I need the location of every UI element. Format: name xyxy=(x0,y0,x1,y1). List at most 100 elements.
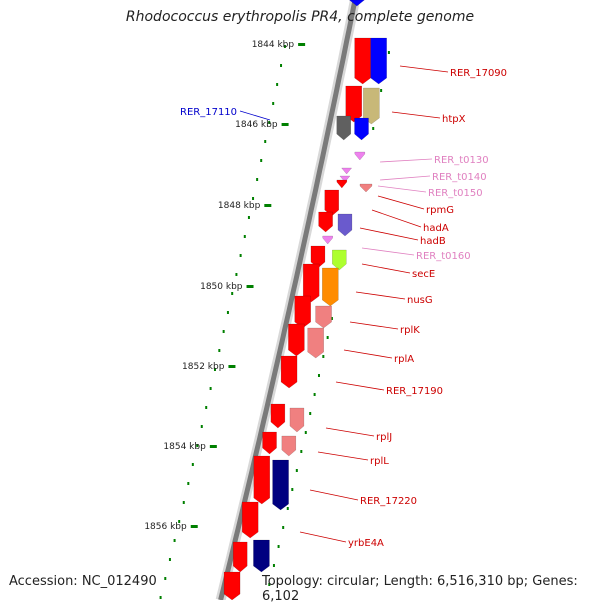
kbp-tick-mark xyxy=(264,204,272,207)
scale-dot xyxy=(196,444,199,447)
gene-arrow xyxy=(337,213,353,237)
scale-dot xyxy=(283,45,286,48)
gene-arrow xyxy=(322,267,339,307)
scale-dot xyxy=(380,89,383,92)
kbp-tick-label: 1852 kbp xyxy=(182,362,225,372)
gene-arrow xyxy=(315,305,332,329)
scale-dot xyxy=(182,501,185,504)
scale-dot xyxy=(326,336,329,339)
scale-dot xyxy=(300,450,303,453)
scale-dot xyxy=(252,197,255,200)
backbone-line xyxy=(218,0,358,600)
leader-line xyxy=(317,451,369,461)
gene-label-nusg: nusG xyxy=(407,295,433,306)
dotted-scale-lines xyxy=(159,45,390,599)
gene-label-htpx: htpX xyxy=(442,114,466,125)
kbp-tick-label: 1854 kbp xyxy=(163,442,206,452)
gene-label-rpla: rplA xyxy=(394,354,414,365)
kbp-tick-label: 1850 kbp xyxy=(200,282,243,292)
gene-arrow xyxy=(324,189,340,217)
gene-arrow xyxy=(302,263,320,303)
scale-dot xyxy=(280,64,283,67)
scale-dot xyxy=(200,425,203,428)
scale-dot xyxy=(268,583,271,586)
gene-arrow xyxy=(310,245,326,269)
kbp-tick-label: 1844 kbp xyxy=(252,40,295,50)
leader-line xyxy=(325,427,375,437)
scale-dot xyxy=(304,431,307,434)
scale-dot xyxy=(159,596,162,599)
scale-dot xyxy=(164,577,167,580)
leader-line xyxy=(377,195,425,210)
gene-label-rer_17190: RER_17190 xyxy=(386,386,443,397)
scale-dot xyxy=(330,317,333,320)
gene-arrow xyxy=(354,151,366,161)
leader-line xyxy=(391,111,441,119)
leader-line xyxy=(377,185,427,193)
gene-arrow xyxy=(370,37,387,85)
scale-dot xyxy=(209,387,212,390)
gene-arrow xyxy=(232,541,248,573)
gene-arrow xyxy=(288,323,305,357)
gene-arrow xyxy=(307,327,324,359)
scale-dot xyxy=(226,311,229,314)
gene-label-sece: secE xyxy=(412,269,435,280)
gene-arrow xyxy=(363,87,380,125)
kbp-tick-mark xyxy=(246,285,254,288)
leader-line xyxy=(379,175,431,181)
kbp-tick-mark xyxy=(228,365,236,368)
kbp-tick-label: 1848 kbp xyxy=(218,201,261,211)
gene-arrow xyxy=(348,0,365,7)
gene-label-rer_17090: RER_17090 xyxy=(450,68,507,79)
scale-dot xyxy=(260,159,263,162)
gene-arrow xyxy=(332,249,347,271)
scale-dot xyxy=(173,539,176,542)
gene-label-hadb: hadB xyxy=(420,236,446,247)
leader-line xyxy=(335,381,385,391)
gene-arrow xyxy=(262,431,277,455)
leader-line xyxy=(239,110,271,121)
leader-line xyxy=(343,349,393,359)
leader-line xyxy=(361,263,411,274)
scale-dot xyxy=(205,406,208,409)
scale-dot xyxy=(222,330,225,333)
gene-label-rer_17110: RER_17110 xyxy=(180,107,237,118)
scale-dot xyxy=(168,558,171,561)
gene-arrow xyxy=(280,355,298,389)
gene-label-rplk: rplK xyxy=(400,325,420,336)
gene-arrow xyxy=(270,403,286,429)
kbp-tick-mark xyxy=(190,525,198,528)
scale-dot xyxy=(191,463,194,466)
scale-dot xyxy=(387,51,390,54)
gene-arrow xyxy=(241,501,259,539)
gene-labels: RER_17090 RER_17110 htpX RER_t0130 RER_t0140… xyxy=(180,65,507,549)
scale-dot xyxy=(317,374,320,377)
scale-dot xyxy=(322,355,325,358)
scale-dot xyxy=(243,235,246,238)
scale-dot xyxy=(286,507,289,510)
scale-dot xyxy=(231,292,234,295)
gene-label-rer_t0150: RER_t0150 xyxy=(428,188,483,199)
gene-arrow xyxy=(272,459,289,511)
gene-label-rpmg: rpmG xyxy=(426,205,454,216)
scale-dot xyxy=(276,83,279,86)
scale-dot xyxy=(277,545,280,548)
genome-backbone xyxy=(215,0,360,600)
scale-dot xyxy=(256,178,259,181)
scale-dot xyxy=(272,564,275,567)
gene-label-rer_17220: RER_17220 xyxy=(360,496,417,507)
leader-line xyxy=(299,531,347,543)
kbp-ticks: 1844 kbp 1846 kbp 1848 kbp 1850 kbp 1852 kbp… xyxy=(144,40,306,532)
leader-line xyxy=(355,291,406,300)
scale-dot xyxy=(282,526,285,529)
kbp-tick-label: 1856 kbp xyxy=(144,522,187,532)
gene-arrow xyxy=(318,211,333,233)
leader-line xyxy=(361,247,415,256)
kbp-tick-label: 1846 kbp xyxy=(235,120,278,130)
kbp-tick-mark xyxy=(209,445,217,448)
gene-arrow xyxy=(341,167,353,175)
scale-dot xyxy=(295,469,298,472)
gene-label-rer_t0130: RER_t0130 xyxy=(434,155,489,166)
scale-dot xyxy=(264,140,267,143)
